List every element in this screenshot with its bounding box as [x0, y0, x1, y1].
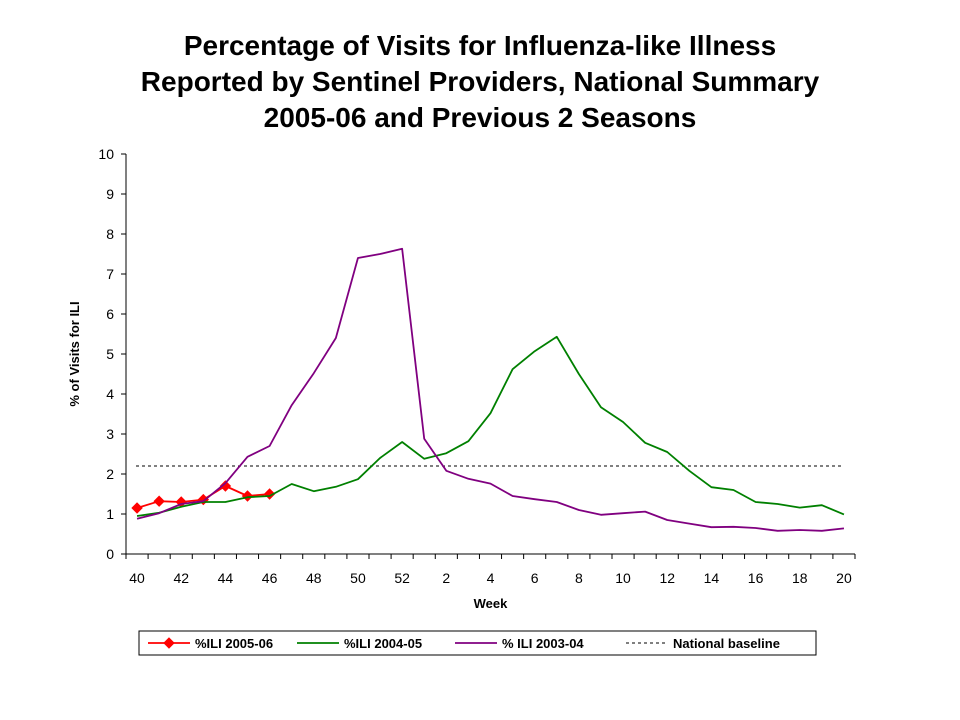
x-tick-label: 44: [218, 570, 234, 586]
x-tick-label: 20: [836, 570, 852, 586]
x-tick-label: 4: [487, 570, 495, 586]
x-tick-label: 16: [748, 570, 764, 586]
x-tick-label: 42: [173, 570, 189, 586]
x-tick-label: 46: [262, 570, 278, 586]
x-tick-label: 8: [575, 570, 583, 586]
chart-title-line-3: 2005-06 and Previous 2 Seasons: [263, 102, 697, 133]
x-tick-label: 14: [704, 570, 720, 586]
y-tick-label: 2: [106, 466, 114, 482]
y-tick-label: 8: [106, 226, 114, 242]
series-layer: [131, 247, 845, 532]
legend-item-ili-2005-06: %ILI 2005-06: [148, 636, 273, 651]
y-tick-label: 9: [106, 186, 114, 202]
x-tick-label: 52: [394, 570, 410, 586]
series-line-ili-2004-05: [136, 335, 845, 517]
legend-item-national-baseline: National baseline: [626, 636, 780, 651]
legend-label: National baseline: [673, 636, 780, 651]
y-tick-label: 1: [106, 506, 114, 522]
x-tick-label: 10: [615, 570, 631, 586]
y-tick-label: 3: [106, 426, 114, 442]
legend-item-ili-2003-04: % ILI 2003-04: [455, 636, 584, 651]
legend-item-ili-2004-05: %ILI 2004-05: [297, 636, 422, 651]
chart-title: Percentage of Visits for Influenza-like …: [0, 28, 960, 136]
x-tick-label: 12: [659, 570, 675, 586]
x-tick-label: 18: [792, 570, 808, 586]
chart-title-line-2: Reported by Sentinel Providers, National…: [140, 66, 820, 97]
data-point-ili-2005-06: [241, 490, 254, 502]
y-tick-label: 4: [106, 386, 114, 402]
data-point-ili-2005-06: [131, 502, 143, 514]
legend-marker: [163, 637, 175, 649]
data-point-ili-2005-06: [153, 495, 165, 507]
y-axis-label: % of Visits for ILI: [67, 301, 82, 406]
legend-label: %ILI 2004-05: [344, 636, 422, 651]
x-tick-label: 50: [350, 570, 366, 586]
y-tick-label: 0: [106, 546, 114, 562]
y-tick-label: 7: [106, 266, 114, 282]
x-tick-label: 6: [531, 570, 539, 586]
x-tick-label: 48: [306, 570, 322, 586]
x-tick-label: 2: [442, 570, 450, 586]
chart-title-line-1: Percentage of Visits for Influenza-like …: [183, 30, 777, 61]
legend-label: %ILI 2005-06: [195, 636, 273, 651]
x-axis-label: Week: [474, 596, 508, 611]
y-tick-label: 10: [98, 146, 114, 162]
series-line-ili-2003-04: [136, 247, 845, 532]
y-tick-label: 6: [106, 306, 114, 322]
x-tick-label: 40: [129, 570, 145, 586]
y-tick-label: 5: [106, 346, 114, 362]
legend-label: % ILI 2003-04: [502, 636, 584, 651]
legend: %ILI 2005-06 %ILI 2004-05 % ILI 2003-04 Nat…: [138, 630, 817, 656]
data-point-ili-2005-06: [219, 480, 232, 492]
